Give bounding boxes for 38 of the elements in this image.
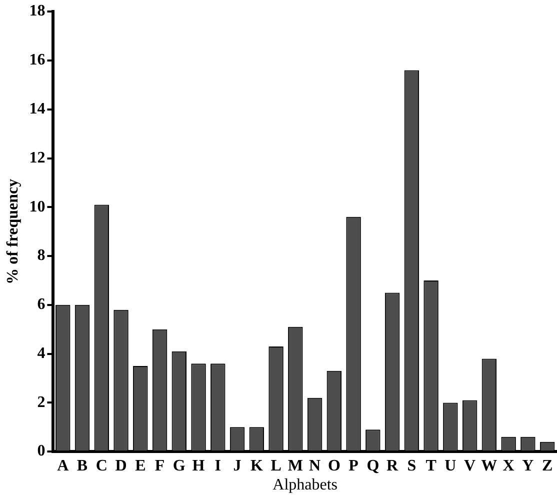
x-tick-label: H <box>192 457 206 474</box>
x-tick-label: Z <box>542 457 553 474</box>
x-tick-label: F <box>154 457 165 474</box>
x-tick-label: C <box>96 457 108 474</box>
x-tick-label: W <box>481 457 498 474</box>
x-tick-label: J <box>233 457 242 474</box>
x-tick-label: S <box>407 457 416 474</box>
y-tick-label: 12 <box>29 149 46 166</box>
x-tick-label: A <box>57 457 70 474</box>
x-tick-label: Q <box>366 457 380 474</box>
x-tick-label: N <box>309 457 322 474</box>
x-axis-title: Alphabets <box>272 476 338 494</box>
y-tick-label: 10 <box>29 198 46 216</box>
x-tick-label: K <box>250 457 264 474</box>
y-tick-label: 14 <box>29 100 46 118</box>
x-tick-label: T <box>426 457 437 474</box>
y-tick-label: 18 <box>29 2 46 20</box>
x-tick-label: B <box>76 457 88 474</box>
x-tick-label: L <box>270 457 282 474</box>
x-tick-label: E <box>135 457 146 474</box>
x-tick-label: X <box>502 457 515 474</box>
y-tick-label: 2 <box>37 394 46 411</box>
x-tick-label: Y <box>522 457 534 474</box>
x-tick-label: M <box>288 457 303 474</box>
y-tick-label: 4 <box>37 344 46 362</box>
x-tick-label: P <box>348 457 359 474</box>
x-tick-label: O <box>328 457 340 474</box>
x-tick-label: D <box>115 457 127 474</box>
y-tick-label: 16 <box>29 52 46 69</box>
y-tick-label: 8 <box>37 247 46 264</box>
x-tick-label: G <box>172 457 186 474</box>
x-tick-label: I <box>214 457 222 474</box>
x-tick-label: U <box>444 457 457 474</box>
y-tick-label: 6 <box>37 296 46 314</box>
y-axis-title: % of frequency <box>4 178 22 284</box>
x-tick-label: V <box>464 457 476 474</box>
x-tick-label: R <box>386 457 399 474</box>
y-tick-label: 0 <box>37 442 46 460</box>
